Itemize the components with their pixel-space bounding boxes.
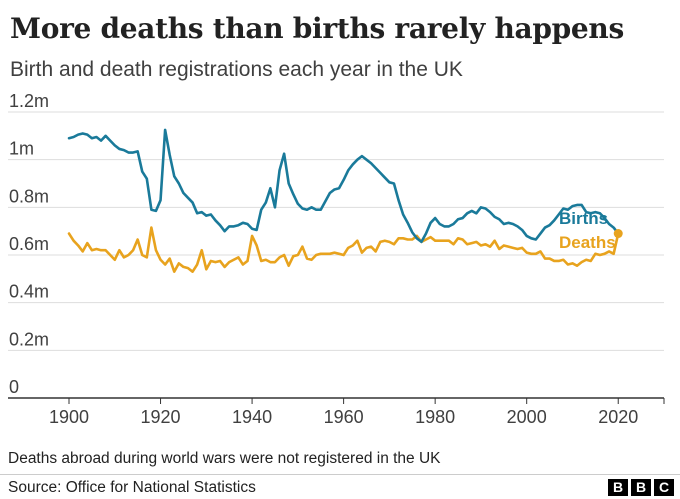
x-tick-label: 1900 xyxy=(49,407,89,427)
y-tick-label: 0.2m xyxy=(9,329,49,349)
x-axis-ticks: 1900 1920 1940 1960 1980 2000 2020 xyxy=(49,398,665,427)
bbc-logo-letter-2: B xyxy=(631,479,651,496)
series-labels: Births Deaths xyxy=(559,209,616,252)
gridlines xyxy=(8,111,664,399)
footnote: Deaths abroad during world wars were not… xyxy=(8,450,441,467)
source-text: Source: Office for National Statistics xyxy=(8,479,256,496)
y-tick-label: 1m xyxy=(9,139,34,159)
x-tick-label: 2020 xyxy=(598,407,638,427)
x-tick-label: 1980 xyxy=(415,407,455,427)
y-tick-label: 0.6m xyxy=(9,234,49,254)
y-tick-label: 0 xyxy=(9,377,19,397)
chart-subtitle: Birth and death registrations each year … xyxy=(10,58,463,81)
deaths-end-point xyxy=(613,229,623,239)
x-tick-label: 2000 xyxy=(507,407,547,427)
line-chart: 0 0.2m 0.4m 0.6m 0.8m 1m 1.2m 1900 1920 1940 1960… xyxy=(8,91,665,427)
series-line-births xyxy=(67,128,620,244)
y-axis-ticks: 0 0.2m 0.4m 0.6m 0.8m 1m 1.2m xyxy=(9,91,49,397)
y-tick-label: 0.8m xyxy=(9,186,49,206)
bbc-logo-letter-1: B xyxy=(608,479,628,496)
series-label-deaths: Deaths xyxy=(559,233,616,252)
bbc-logo: B B C xyxy=(608,479,674,496)
x-tick-label: 1940 xyxy=(232,407,272,427)
bbc-logo-letter-3: C xyxy=(654,479,674,496)
footer-divider xyxy=(0,474,680,475)
y-tick-label: 1.2m xyxy=(9,91,49,111)
series-line-deaths xyxy=(67,226,620,273)
chart-title: More deaths than births rarely happens xyxy=(10,12,624,45)
x-tick-label: 1920 xyxy=(141,407,181,427)
series-label-births: Births xyxy=(559,209,608,228)
x-tick-label: 1960 xyxy=(324,407,364,427)
y-tick-label: 0.4m xyxy=(9,282,49,302)
series-lines xyxy=(67,128,623,273)
